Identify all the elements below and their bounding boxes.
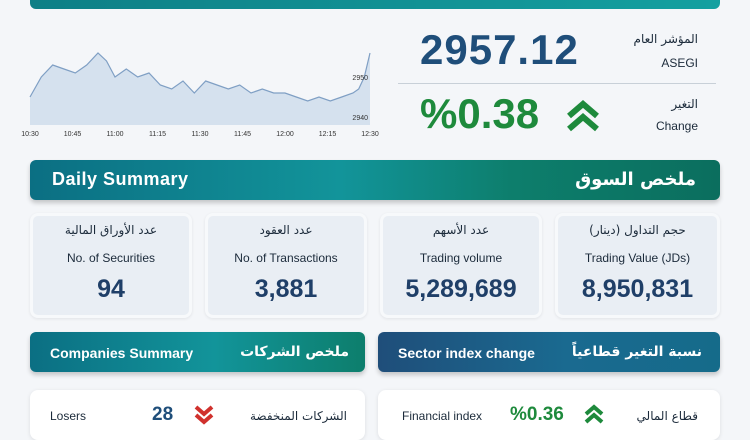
index-chart: 10:30 10:45 11:00 11:15 11:30 11:45 12:00 12:15… <box>21 52 379 138</box>
daily-summary-title-en: Daily Summary <box>52 169 189 189</box>
change-value: %0.38 <box>420 90 540 137</box>
daily-summary-title-ar: ملخص السوق <box>575 169 696 190</box>
losers-row: Losers 28 الشركات المنخفضة <box>30 390 365 440</box>
companies-summary-title-en: Companies Summary <box>50 345 194 361</box>
change-label-ar: التغير <box>671 97 698 111</box>
summary-card: عدد العقود No. of Transactions 3,881 <box>205 213 367 318</box>
losers-value: 28 <box>152 404 174 425</box>
financial-row: Financial index %0.36 قطاع المالي <box>378 390 720 440</box>
card-label-ar: عدد الأوراق المالية <box>64 223 158 237</box>
area <box>30 53 370 125</box>
summary-card: حجم التداول (دينار) Trading Value (JDs) 8,… <box>555 213 720 318</box>
x-tick-label: 12:30 <box>361 131 379 138</box>
x-tick-label: 11:30 <box>192 131 209 138</box>
x-tick-label: 11:15 <box>149 131 166 138</box>
card-value: 8,950,831 <box>581 275 694 303</box>
sector-change-title-en: Sector index change <box>398 345 535 361</box>
sector-change-bar: Sector index change نسبة التغير قطاعياً <box>378 332 720 372</box>
x-tick-label: 12:00 <box>276 131 294 138</box>
up-chevrons-small <box>584 404 604 424</box>
financial-label-ar: قطاع المالي <box>636 409 698 423</box>
x-tick-label: 10:30 <box>21 131 39 138</box>
companies-summary-bar: Companies Summary ملخص الشركات <box>30 332 365 372</box>
card-value: 94 <box>97 275 125 303</box>
summary-card: عدد الأسهم Trading volume 5,289,689 <box>380 213 542 318</box>
change-label-en: Change <box>655 119 698 133</box>
card-label-ar: عدد الأسهم <box>432 223 490 237</box>
index-label-ar: المؤشر العام <box>633 32 698 46</box>
card-label-en: No. of Securities <box>66 251 156 265</box>
y-tick-label: 2950 <box>352 75 368 82</box>
page: 10:30 10:45 11:00 11:15 11:30 11:45 12:00 12:15… <box>21 0 720 440</box>
up-chevrons <box>567 100 599 132</box>
y-tick-label: 2940 <box>352 115 368 122</box>
card-label-en: No. of Transactions <box>234 251 338 265</box>
sector-change-title-ar: نسبة التغير قطاعياً <box>571 344 702 360</box>
card-value: 3,881 <box>254 275 318 303</box>
x-tick-label: 11:45 <box>234 131 251 138</box>
line <box>29 52 371 102</box>
index-value: 2957.12 <box>420 26 579 73</box>
card-label-en: Trading Value (JDs) <box>584 251 691 265</box>
losers-label-ar: الشركات المنخفضة <box>249 409 347 423</box>
card-label-ar: حجم التداول (دينار) <box>589 223 686 237</box>
down-chevrons <box>194 405 214 425</box>
card-label-en: Trading volume <box>419 251 503 265</box>
x-tick-label: 10:45 <box>64 131 82 138</box>
index-label-en: ASEGI <box>661 56 698 70</box>
top-banner <box>30 0 720 9</box>
financial-label-en: Financial index <box>402 409 483 423</box>
daily-summary-bar: Daily Summary ملخص السوق <box>30 160 720 200</box>
card-value: 5,289,689 <box>405 275 517 303</box>
separator <box>398 83 716 84</box>
summary-card: عدد الأوراق المالية No. of Securities 94 <box>30 213 192 318</box>
financial-value: %0.36 <box>510 404 564 425</box>
x-tick-label: 12:15 <box>319 131 337 138</box>
companies-summary-title-ar: ملخص الشركات <box>240 344 349 360</box>
losers-label-en: Losers <box>50 409 87 423</box>
x-tick-label: 11:00 <box>107 131 124 138</box>
card-label-ar: عدد العقود <box>259 223 313 237</box>
